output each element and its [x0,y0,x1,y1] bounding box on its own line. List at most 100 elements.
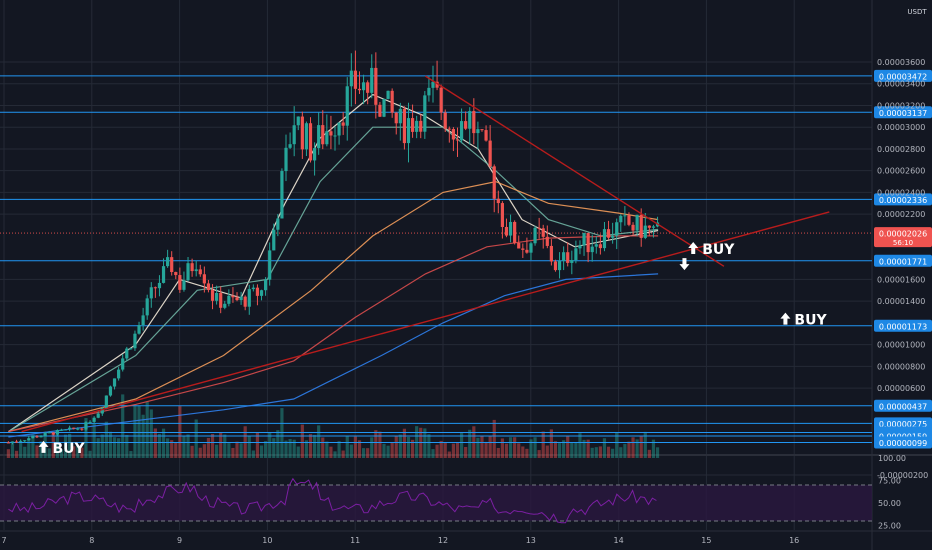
level-price-label: 0.00000099 [879,439,927,448]
level-price-tag [874,254,932,267]
volume-bar [378,431,382,458]
level-price-tag [874,399,932,412]
candle-body [235,297,239,301]
volume-bar [96,438,100,458]
volume-bar [517,443,521,458]
volume-bar [174,442,178,458]
time-tick-label: 11 [350,536,360,545]
candle-body [513,221,517,243]
candle-body [606,229,611,238]
time-tick-label: 12 [438,536,448,545]
volume-bar [439,440,443,458]
candle-body [361,82,366,91]
rsi-tick-label: 100.00 [878,454,906,463]
candle-body [529,243,533,253]
candle-body [133,333,137,349]
volume-bar [231,447,235,458]
candle-body [194,269,198,272]
volume-bar [578,433,582,458]
volume-bar [51,433,55,458]
volume-bar [182,435,186,458]
time-tick-label: 15 [701,536,711,545]
price-tick-label: 0.00002800 [877,145,925,154]
candle-body [178,275,182,290]
candle-body [390,90,394,113]
volume-bar [635,439,639,458]
candle-body [268,250,272,280]
candle-body [402,108,407,144]
volume-bar [312,435,317,458]
volume-bar [125,434,129,458]
candle-body [419,120,423,132]
volume-bar [247,436,251,458]
price-axis-unit: USDT [907,8,927,16]
price-tick-label: 0.00002600 [877,167,925,176]
candle-body [190,263,194,272]
rsi-tick-label: 75.00 [878,477,901,486]
bar-countdown: 56:10 [893,239,913,247]
candle-body [394,112,398,124]
volume-bar [259,445,264,458]
volume-bar [161,428,166,458]
candle-body [500,203,504,227]
volume-bar [627,441,631,458]
volume-bar [427,434,431,458]
volume-bar [513,437,517,458]
volume-bar [655,447,660,458]
volume-bar [137,405,141,458]
volume-bar [476,437,480,458]
volume-bar [590,447,594,458]
candle-body [76,428,80,430]
volume-bar [23,446,27,458]
trend-line[interactable] [425,75,725,267]
volume-bar [586,439,590,458]
candle-body [582,233,586,246]
volume-bar [521,446,525,458]
candle-body [88,421,92,423]
arrow-down-icon [679,258,690,271]
candle-body [443,112,447,129]
level-price-label: 0.00000275 [879,420,927,429]
candle-body [43,432,47,436]
candle-body [468,111,472,129]
volume-bar [598,446,602,458]
candle-body [627,215,631,225]
volume-bar [594,447,598,458]
volume-bar [464,447,468,458]
volume-bar [570,442,574,458]
candle-body [508,221,513,236]
volume-bar [349,444,353,458]
candle-body [366,82,370,93]
volume-bar [76,445,80,458]
price-tick-label: 0.00001000 [877,341,925,350]
candle-body [598,244,602,249]
volume-bar [157,433,162,458]
volume-bar [525,448,529,458]
candle-body [541,228,545,237]
volume-bar [178,406,182,458]
volume-bar [545,445,549,458]
candle-body [631,224,635,231]
price-tick-label: 0.00002200 [877,210,925,219]
volume-bar [300,424,304,458]
volume-bar [292,439,296,458]
volume-bar [382,443,386,458]
candle-body [480,129,484,131]
candle-body [100,408,104,414]
candle-body [72,427,76,429]
candle-body [308,123,313,161]
volume-bar [562,440,566,458]
candle-body [647,225,651,228]
volume-bar [210,434,215,458]
volume-bar [374,430,378,458]
volume-bar [468,429,472,458]
level-price-label: 0.00001771 [879,257,927,266]
volume-bar [166,438,170,458]
volume-bar [198,447,202,458]
volume-bar [296,446,300,458]
price-tick-label: 0.00001600 [877,275,925,284]
candle-body [186,263,190,281]
volume-bar [223,434,227,458]
candle-body [370,67,374,93]
